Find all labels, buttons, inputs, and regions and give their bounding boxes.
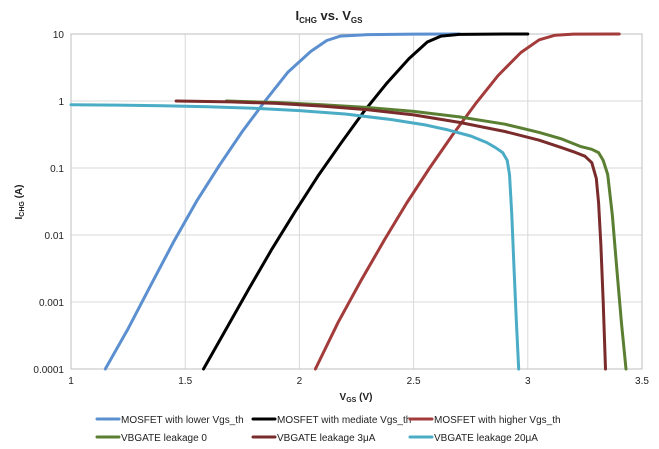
- y-tick-label: 0.001: [39, 298, 64, 309]
- legend-label: MOSFET with higher Vgs_th: [434, 415, 561, 426]
- tick-labels: 1 1.5 2 2.5 3 3.5 10 1 0.1 0.01 0.001 0.0001: [33, 30, 649, 387]
- x-tick-label: 2: [297, 376, 303, 387]
- x-tick-label: 3: [525, 376, 531, 387]
- legend-label: VBGATE leakage 20μA: [434, 433, 538, 444]
- y-tick-label: 0.01: [45, 231, 65, 242]
- y-tick-label: 0.0001: [33, 365, 64, 376]
- y-tick-label: 0.1: [50, 164, 64, 175]
- legend-label: VBGATE leakage 3μA: [277, 433, 376, 444]
- x-tick-label: 3.5: [635, 376, 649, 387]
- series-line-5: [174, 99, 607, 371]
- chart-title: ICHG vs. VGS: [296, 8, 364, 25]
- y-axis-label: ICHG (A): [14, 184, 26, 219]
- legend: MOSFET with lower Vgs_th MOSFET with medi…: [95, 415, 561, 444]
- series-line-6: [69, 103, 521, 371]
- grid: [70, 33, 643, 370]
- legend-label: VBGATE leakage 0: [121, 433, 207, 444]
- legend-label: MOSFET with mediate Vgs_th: [277, 415, 411, 426]
- y-tick-label: 1: [58, 97, 64, 108]
- legend-label: MOSFET with lower Vgs_th: [121, 415, 244, 426]
- series-line-4: [224, 99, 628, 371]
- x-tick-label: 2.5: [407, 376, 421, 387]
- series-line-2: [202, 32, 530, 371]
- x-tick-label: 1.5: [178, 376, 192, 387]
- x-tick-label: 1: [68, 376, 74, 387]
- plot-area: [70, 33, 643, 370]
- series-layer: [69, 32, 628, 371]
- series-line-3: [313, 32, 621, 371]
- y-tick-label: 10: [53, 30, 65, 41]
- x-axis-label: VGS (V): [340, 392, 373, 404]
